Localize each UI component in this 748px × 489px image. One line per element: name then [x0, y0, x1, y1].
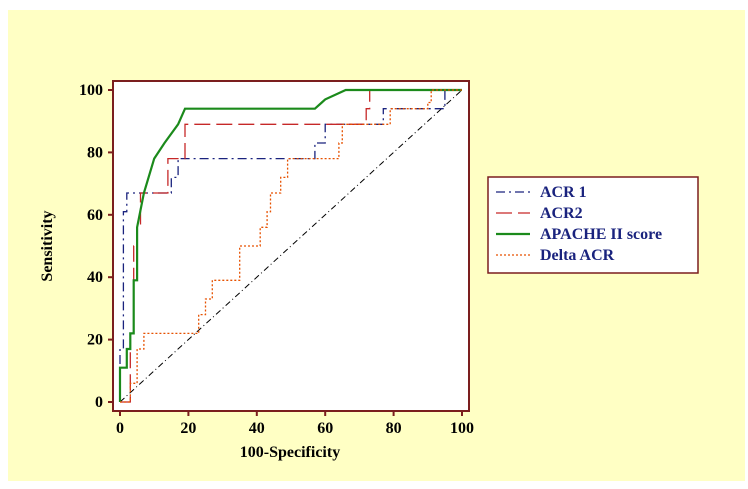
x-tick-label: 80	[386, 420, 402, 437]
legend-label: APACHE II score	[540, 226, 662, 243]
series-line-apache-ii-score	[118, 88, 462, 402]
plot-area	[108, 80, 470, 416]
y-tick-label: 60	[87, 207, 103, 224]
x-tick-labels: 0 20 40 60 80 100	[116, 420, 474, 437]
legend-box	[487, 176, 699, 274]
x-axis-title: 100-Specificity	[240, 444, 340, 461]
legend: ACR 1 ACR2 APACHE II score Delta ACR	[487, 176, 699, 274]
x-tick-label: 40	[249, 420, 265, 437]
legend-label: Delta ACR	[540, 247, 615, 264]
legend-label: ACR 1	[540, 184, 587, 201]
x-tick-label: 0	[116, 420, 124, 437]
x-tick-label: 100	[450, 420, 474, 437]
y-tick-labels: 0 20 40 60 80 100	[79, 82, 103, 411]
series-line-delta-acr	[120, 89, 462, 403]
y-tick-label: 20	[87, 332, 103, 349]
x-tick-label: 60	[317, 420, 333, 437]
y-tick-label: 80	[87, 144, 103, 161]
series-line-acr-1	[119, 89, 462, 402]
legend-label: ACR2	[540, 205, 583, 222]
plot-frame	[112, 80, 470, 412]
x-tick-label: 20	[180, 420, 196, 437]
y-tick-label: 40	[87, 269, 103, 286]
y-tick-label: 0	[95, 394, 103, 411]
y-tick-label: 100	[79, 82, 103, 99]
y-axis-title: Sensitivity	[39, 210, 56, 281]
